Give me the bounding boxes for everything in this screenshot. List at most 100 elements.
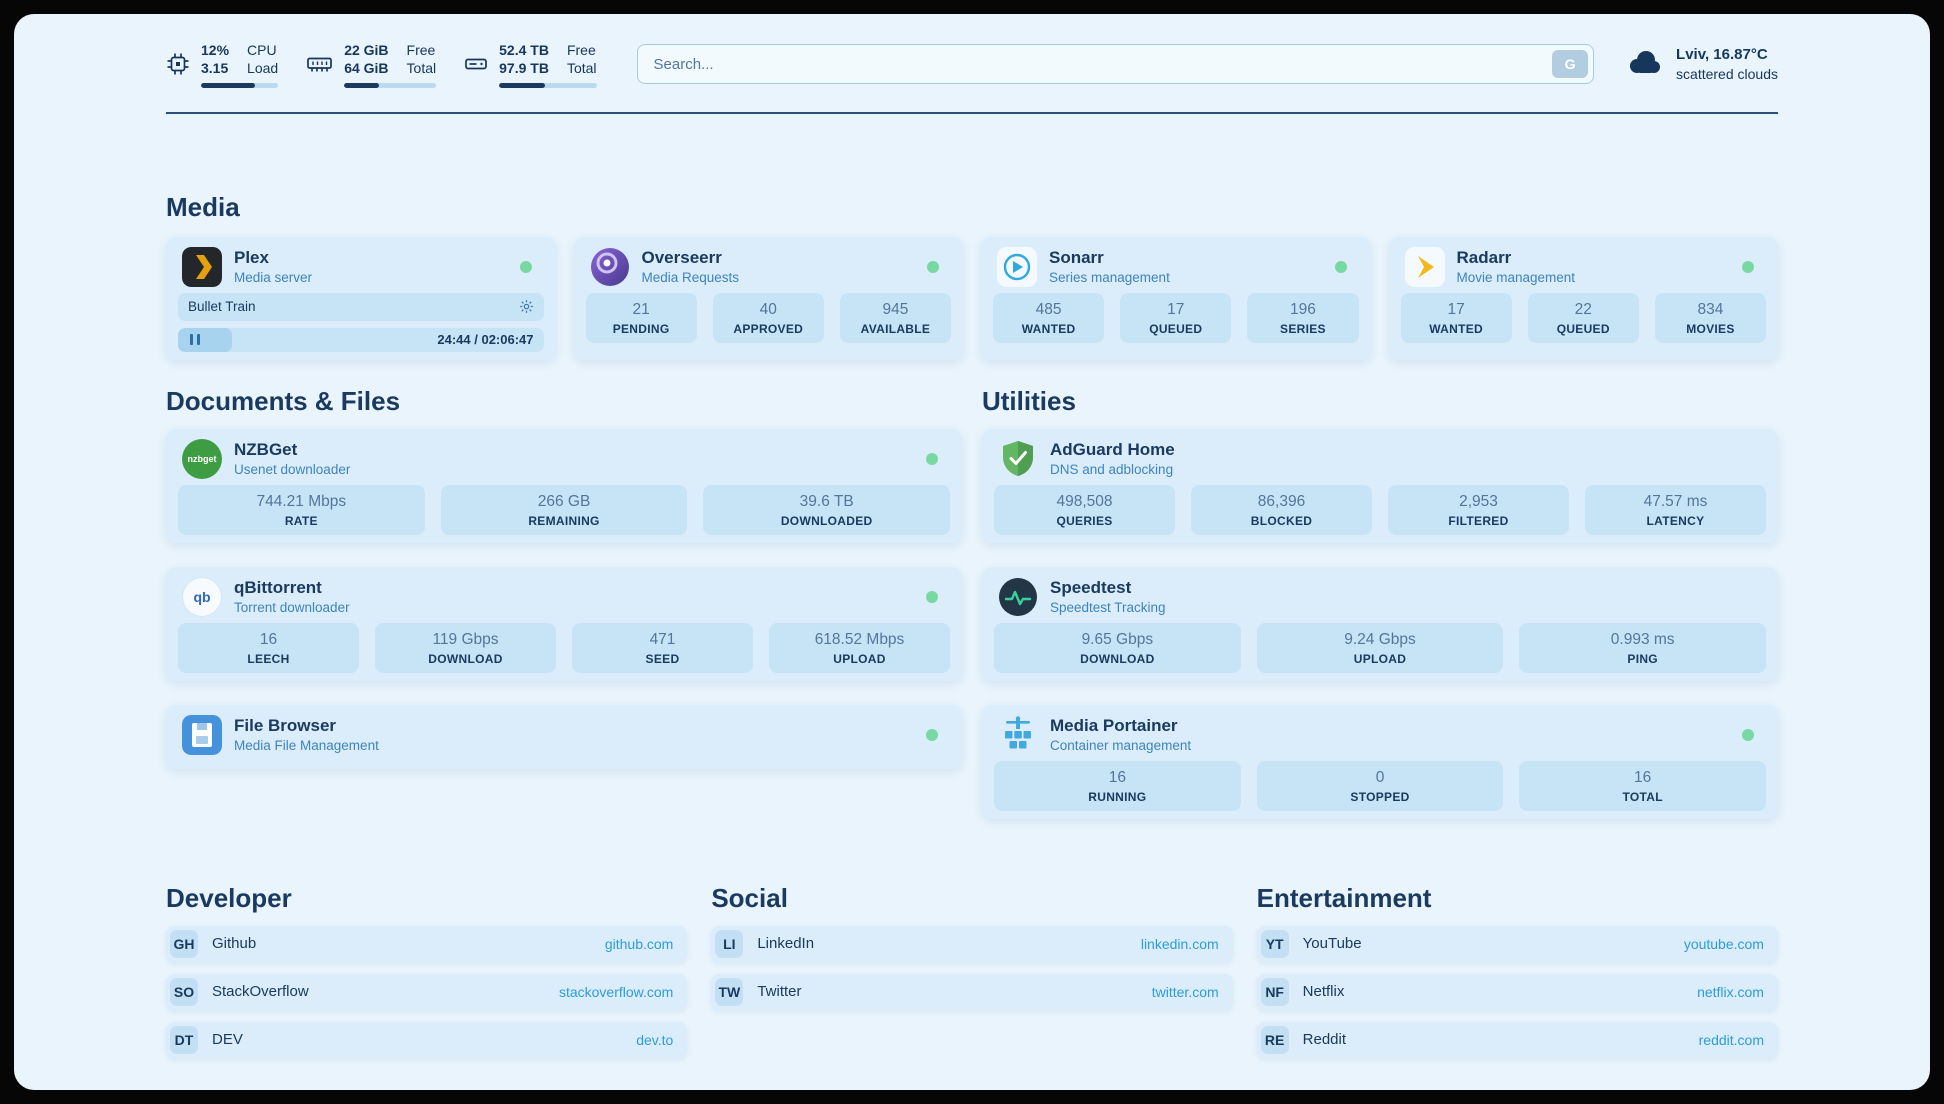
reddit-icon: RE [1260,1025,1289,1054]
status-dot [1742,728,1754,741]
app-card-overseerr[interactable]: Overseerr Media Requests 21 PENDING 40 A… [573,236,963,360]
bookmark-linkedin[interactable]: LI LinkedIn linkedin.com [711,925,1233,962]
speedtest-icon [998,577,1038,617]
app-card-sonarr[interactable]: Sonarr Series management 485 WANTED 17 Q… [981,236,1371,360]
ram-icon [306,52,333,76]
stat-tile: 40 APPROVED [712,292,824,343]
ram-free-label: Free [406,42,436,58]
status-dot [1334,260,1347,273]
app-card-nzbget[interactable]: nzbget NZBGet Usenet downloader 744.21 M… [166,428,962,543]
status-dot [926,590,938,603]
app-name: Overseerr [641,248,722,268]
stat-tile: 17 QUEUED [1120,292,1232,343]
app-card-speedtest[interactable]: Speedtest Speedtest Tracking 9.65 Gbps D… [982,566,1778,681]
app-card-radarr[interactable]: Radarr Movie management 17 WANTED 22 QUE… [1388,236,1778,360]
app-name: File Browser [234,716,337,736]
playback-time: 24:44 / 02:06:47 [437,332,534,348]
bookmark-youtube[interactable]: YT YouTube youtube.com [1256,925,1778,962]
stat-tile: 0.993 ms PING [1519,622,1767,673]
app-card-portainer[interactable]: Media Portainer Container management 16 … [982,704,1778,819]
stat-tile: 21 PENDING [585,292,697,343]
bookmark-name: Reddit [1302,1031,1347,1049]
gear-icon[interactable] [519,299,534,314]
section-title-social: Social [711,882,788,913]
disk-usage-bar [499,82,597,88]
weather-condition: scattered clouds [1676,66,1778,83]
topbar-divider [166,111,1778,114]
now-playing-row: Bullet Train [178,292,544,321]
bookmark-netflix[interactable]: NF Netflix netflix.com [1256,973,1778,1010]
stat-tile: 196 SERIES [1247,292,1359,343]
weather-widget: Lviv, 16.87°C scattered clouds [1624,45,1778,84]
stat-tile: 471 SEED [572,622,753,673]
app-card-adguard[interactable]: AdGuard Home DNS and adblocking 498,508 … [982,428,1778,543]
disk-total-value: 97.9 TB [499,60,549,77]
app-card-plex[interactable]: Plex Media server Bullet Train [166,236,556,360]
filebrowser-icon [182,714,222,755]
app-card-qbittorrent[interactable]: qb qBittorrent Torrent downloader 16 [166,566,962,681]
bookmark-url: youtube.com [1683,935,1764,952]
app-name: Sonarr [1049,248,1104,268]
twitter-icon: TW [715,977,744,1006]
app-name: Radarr [1456,248,1512,268]
portainer-icon [998,715,1038,755]
search-input[interactable] [636,44,1595,85]
bookmark-stackoverflow[interactable]: SO StackOverflow stackoverflow.com [166,973,688,1010]
sonarr-icon [997,246,1037,287]
cloud-icon [1624,47,1664,82]
stat-tile: 22 QUEUED [1527,292,1639,343]
bookmark-url: github.com [604,935,674,952]
app-name: Speedtest [1050,578,1132,598]
bookmark-name: LinkedIn [757,935,815,953]
status-dot [926,452,938,465]
bookmark-dev[interactable]: DT DEV dev.to [166,1021,688,1058]
stat-tile: 0 STOPPED [1256,760,1504,811]
stat-tile: 834 MOVIES [1654,292,1767,343]
top-bar: 12% 3.15 CPU Load [166,41,1778,88]
stat-tile: 498,508 QUERIES [994,484,1175,535]
ram-metric: 22 GiB 64 GiB Free Total [306,41,437,88]
bookmark-url: stackoverflow.com [558,983,674,1000]
linkedin-icon: LI [715,929,744,958]
bookmark-name: Github [212,935,257,953]
app-subtitle: Media File Management [234,738,379,754]
disk-total-label: Total [566,60,597,77]
app-subtitle: Media Requests [641,270,740,286]
disk-free-label: Free [566,42,596,58]
app-subtitle: Usenet downloader [234,462,351,478]
bookmark-url: reddit.com [1698,1031,1764,1048]
ram-total-label: Total [406,60,437,77]
adguard-shield-icon [998,439,1038,479]
stat-tile: 266 GB REMAINING [440,484,688,535]
netflix-icon: NF [1260,977,1289,1006]
cpu-usage-bar [201,82,279,88]
stat-tile: 86,396 BLOCKED [1191,484,1372,535]
pause-icon[interactable] [178,327,232,352]
qbittorrent-icon-text: qb [193,588,211,605]
cpu-label: CPU [247,42,277,58]
app-name: NZBGet [234,440,298,460]
app-subtitle: Movie management [1456,270,1576,286]
stat-tile: 9.65 Gbps DOWNLOAD [994,622,1241,673]
stat-tile: 119 Gbps DOWNLOAD [375,622,556,673]
section-title-entertainment: Entertainment [1256,882,1432,913]
cpu-load-label: Load [247,60,279,77]
status-dot [927,260,939,273]
stat-tile: 9.24 Gbps UPLOAD [1256,622,1504,673]
cpu-metric: 12% 3.15 CPU Load [166,41,279,88]
dev-icon: DT [170,1025,198,1054]
stat-tile: 16 RUNNING [994,760,1241,811]
radarr-icon [1404,246,1445,287]
bookmark-reddit[interactable]: RE Reddit reddit.com [1256,1021,1778,1058]
stat-tile: 2,953 FILTERED [1388,484,1569,535]
status-dot [926,728,938,741]
github-icon: GH [170,929,198,958]
bookmark-url: dev.to [636,1031,674,1048]
cpu-load-value: 3.15 [201,60,229,77]
bookmark-twitter[interactable]: TW Twitter twitter.com [711,973,1233,1010]
search-engine-button[interactable]: G [1552,50,1589,79]
app-card-filebrowser[interactable]: File Browser Media File Management [166,704,962,769]
app-subtitle: Speedtest Tracking [1050,600,1166,616]
nzbget-icon: nzbget [182,438,222,479]
bookmark-github[interactable]: GH Github github.com [166,925,688,962]
